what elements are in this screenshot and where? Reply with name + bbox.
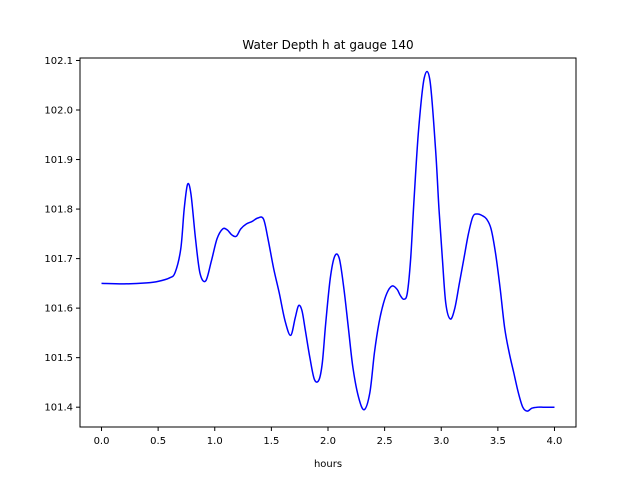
plot-area bbox=[79, 57, 577, 428]
y-tick-label: 102.0 bbox=[44, 106, 73, 117]
plot-frame bbox=[80, 58, 576, 427]
y-tick-label: 101.6 bbox=[44, 304, 73, 315]
y-axis: 101.4 101.5 101.6 101.7 101.8 101.9 102.0 102.1 bbox=[44, 56, 80, 414]
x-tick-label: 2.5 bbox=[377, 436, 393, 447]
y-tick-label: 101.9 bbox=[44, 155, 73, 166]
x-tick-label: 1.0 bbox=[207, 436, 223, 447]
x-tick-label: 4.0 bbox=[547, 436, 563, 447]
y-tick-label: 101.8 bbox=[44, 205, 73, 216]
x-tick-label: 0.5 bbox=[150, 436, 166, 447]
x-tick-label: 2.0 bbox=[320, 436, 336, 447]
series-layer bbox=[101, 70, 555, 412]
x-axis: 0.0 0.5 1.0 1.5 2.0 2.5 3.0 3.5 4.0 bbox=[94, 427, 563, 447]
x-axis-label: hours bbox=[314, 459, 342, 470]
x-tick-label: 3.0 bbox=[433, 436, 449, 447]
series-line-water-depth bbox=[101, 70, 555, 412]
chart-title: Water Depth h at gauge 140 bbox=[242, 38, 413, 52]
x-tick-label: 0.0 bbox=[94, 436, 110, 447]
y-tick-label: 101.4 bbox=[44, 403, 73, 414]
y-tick-label: 101.5 bbox=[44, 353, 73, 364]
y-tick-label: 101.7 bbox=[44, 254, 73, 265]
y-tick-label: 102.1 bbox=[44, 56, 73, 67]
x-tick-label: 3.5 bbox=[490, 436, 506, 447]
x-tick-label: 1.5 bbox=[263, 436, 279, 447]
